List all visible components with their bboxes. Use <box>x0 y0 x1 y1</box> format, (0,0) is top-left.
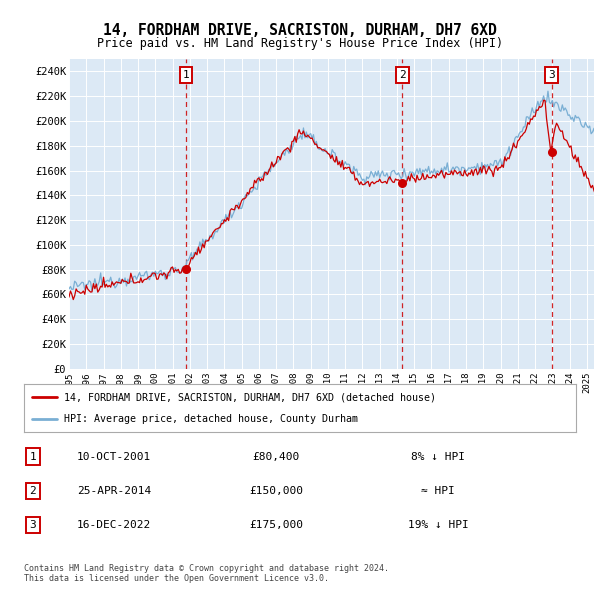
Text: 25-APR-2014: 25-APR-2014 <box>77 486 151 496</box>
Text: 14, FORDHAM DRIVE, SACRISTON, DURHAM, DH7 6XD: 14, FORDHAM DRIVE, SACRISTON, DURHAM, DH… <box>103 23 497 38</box>
Text: 2: 2 <box>29 486 37 496</box>
Text: Price paid vs. HM Land Registry's House Price Index (HPI): Price paid vs. HM Land Registry's House … <box>97 37 503 50</box>
Text: 1: 1 <box>29 452 37 461</box>
Text: 16-DEC-2022: 16-DEC-2022 <box>77 520 151 530</box>
Text: 8% ↓ HPI: 8% ↓ HPI <box>411 452 465 461</box>
Text: ≈ HPI: ≈ HPI <box>421 486 455 496</box>
Text: 19% ↓ HPI: 19% ↓ HPI <box>407 520 469 530</box>
Text: £175,000: £175,000 <box>249 520 303 530</box>
Text: 10-OCT-2001: 10-OCT-2001 <box>77 452 151 461</box>
Text: £150,000: £150,000 <box>249 486 303 496</box>
Text: Contains HM Land Registry data © Crown copyright and database right 2024.
This d: Contains HM Land Registry data © Crown c… <box>24 563 389 583</box>
Text: 2: 2 <box>399 70 406 80</box>
Text: HPI: Average price, detached house, County Durham: HPI: Average price, detached house, Coun… <box>64 414 358 424</box>
Text: 3: 3 <box>548 70 555 80</box>
Text: 14, FORDHAM DRIVE, SACRISTON, DURHAM, DH7 6XD (detached house): 14, FORDHAM DRIVE, SACRISTON, DURHAM, DH… <box>64 392 436 402</box>
Text: 3: 3 <box>29 520 37 530</box>
Text: £80,400: £80,400 <box>253 452 299 461</box>
Text: 1: 1 <box>182 70 189 80</box>
